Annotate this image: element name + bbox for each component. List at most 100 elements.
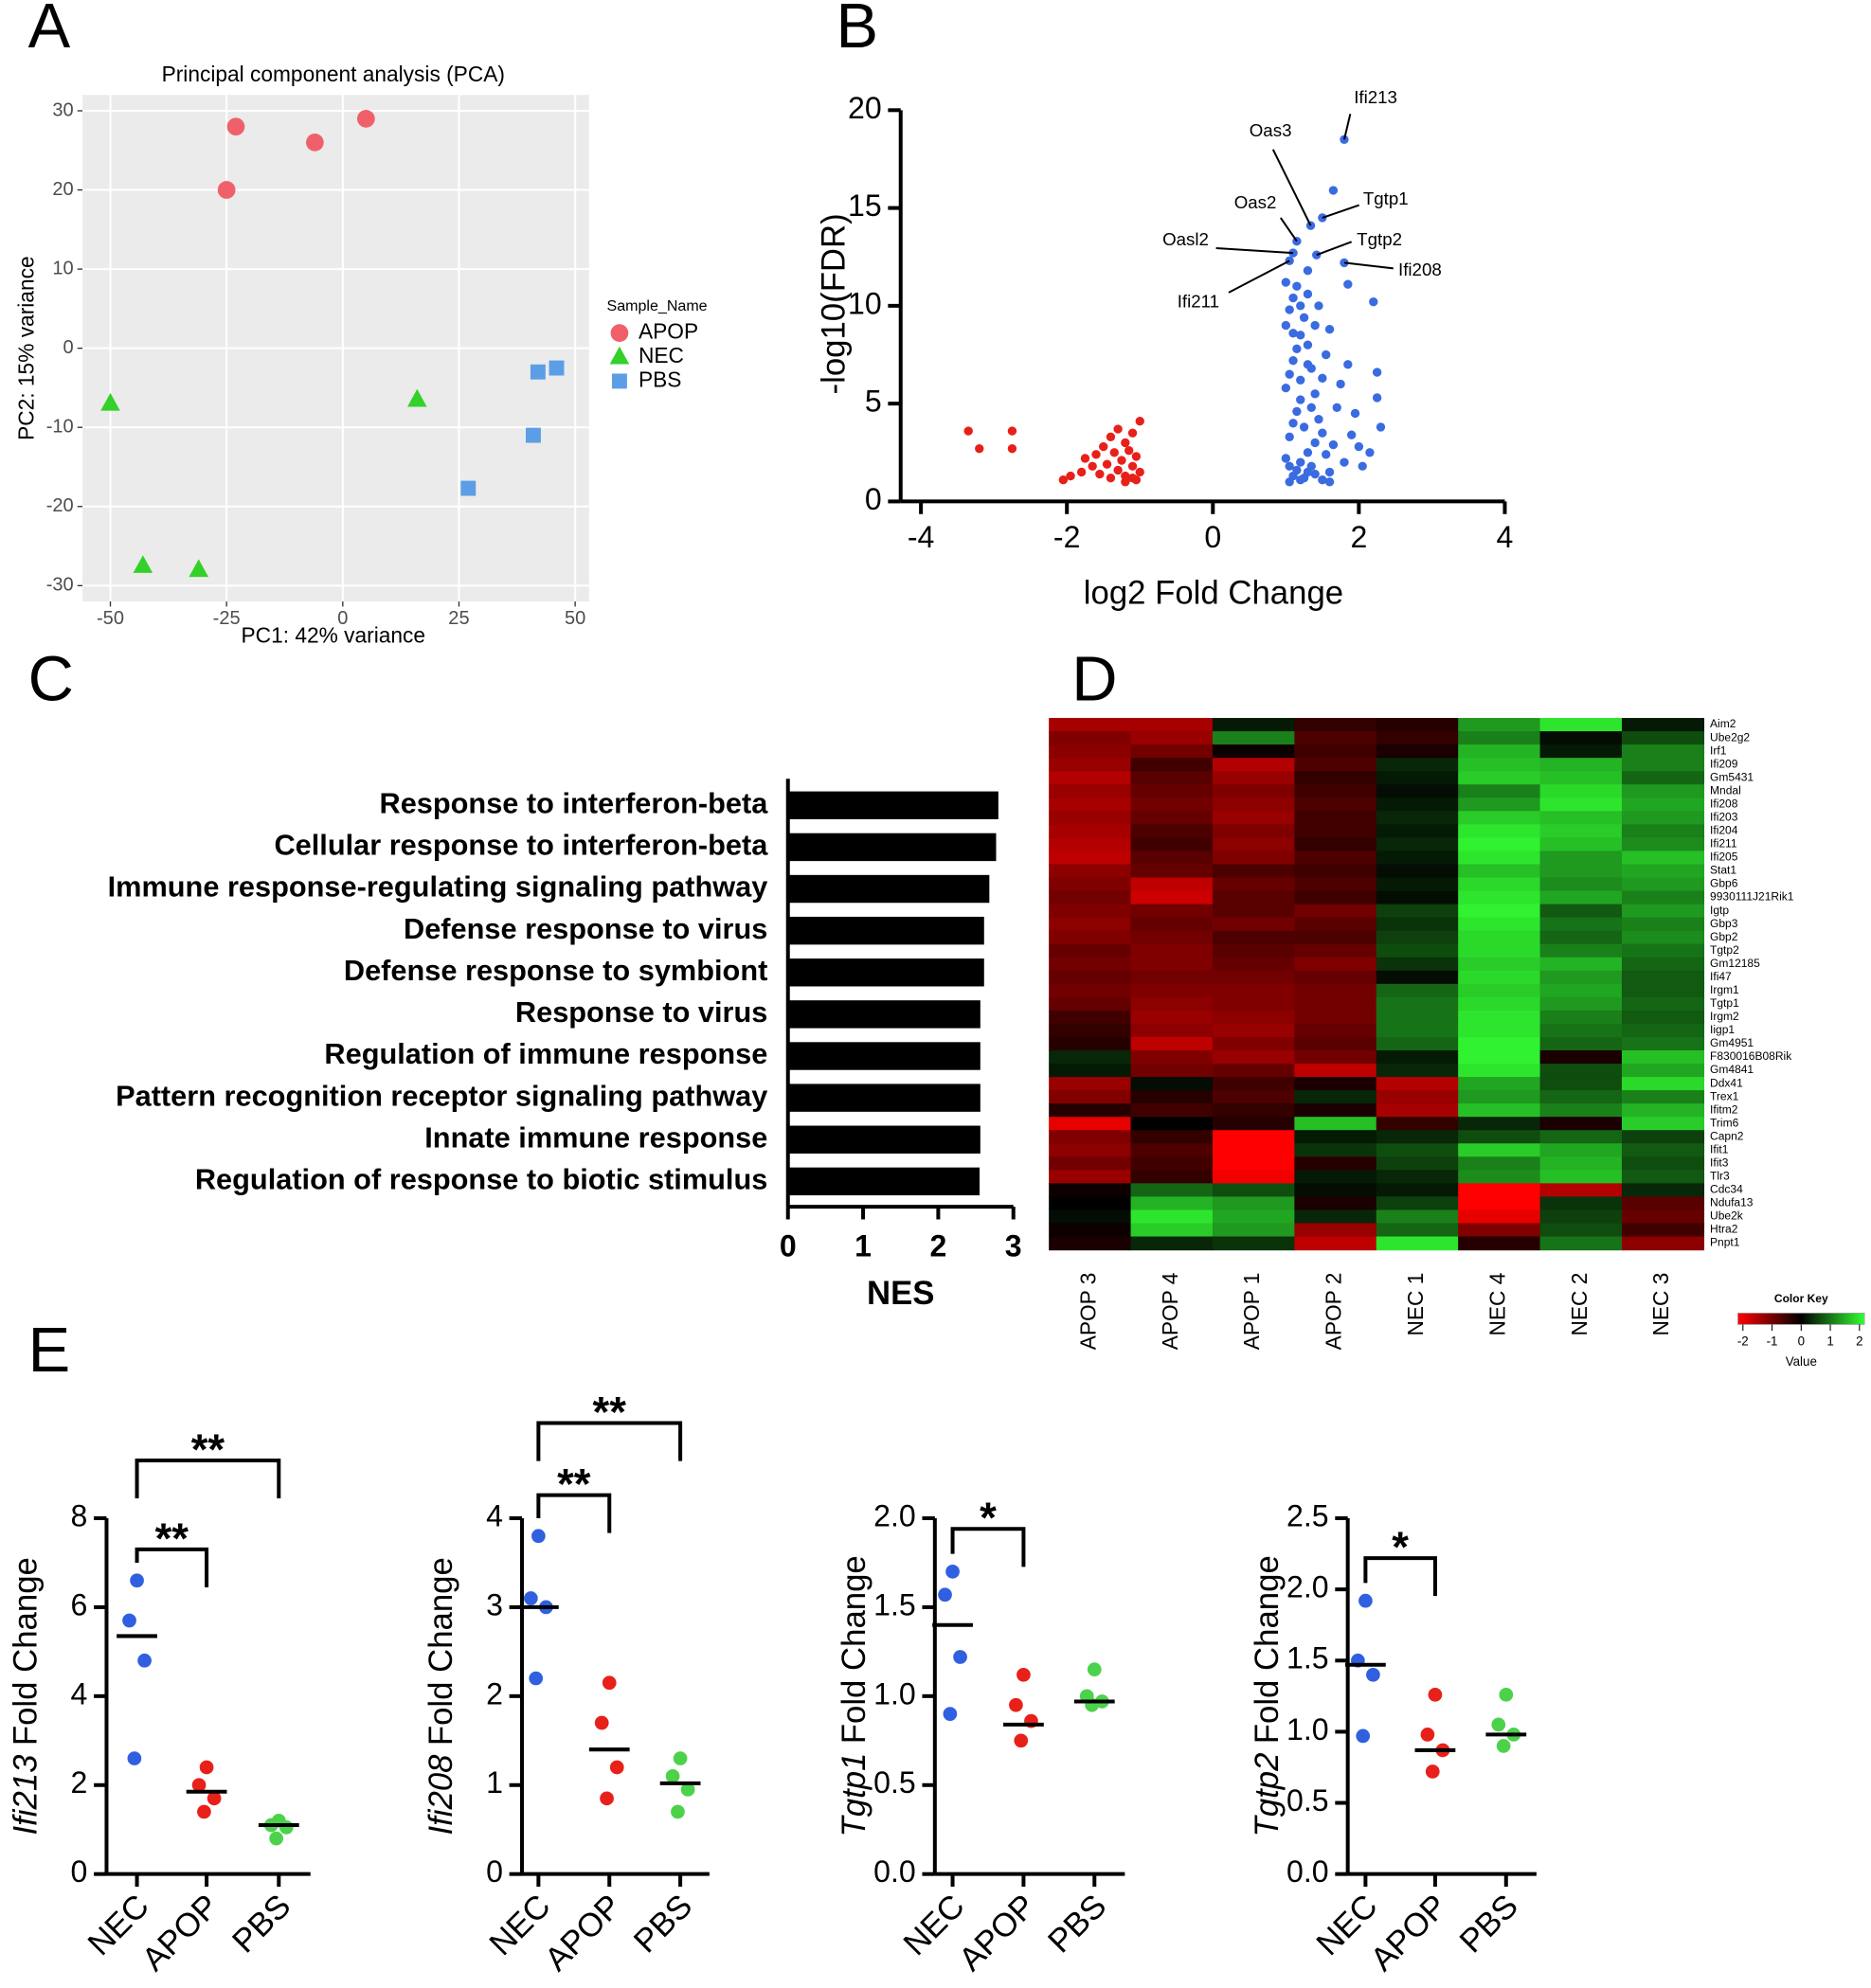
bar xyxy=(787,916,984,945)
heatmap-cell xyxy=(1049,1183,1132,1198)
y-tick-label: -30 xyxy=(46,575,74,596)
point xyxy=(460,480,477,496)
key-tick-label: -2 xyxy=(1737,1334,1749,1349)
heatmap-cell xyxy=(1458,1049,1541,1065)
annotation-line xyxy=(1316,241,1353,257)
heatmap-cell xyxy=(1212,1010,1296,1025)
panel-label: E xyxy=(28,1315,71,1386)
heatmap-cell xyxy=(1049,1064,1132,1078)
heatmap-cell xyxy=(1376,970,1459,985)
heatmap-cell xyxy=(1294,1209,1377,1225)
x-tick-label: PBS xyxy=(225,1888,297,1960)
heatmap-cell xyxy=(1049,877,1132,892)
heatmap-cell xyxy=(1212,811,1296,826)
x-axis-label: PC1: 42% variance xyxy=(242,622,425,647)
heatmap-cell xyxy=(1621,731,1705,745)
point xyxy=(1066,471,1075,481)
row-label: Capn2 xyxy=(1710,1129,1744,1142)
y-axis-label: PC2: 15% variance xyxy=(14,256,39,439)
point xyxy=(1117,456,1126,465)
heatmap-cell xyxy=(1212,930,1296,945)
point xyxy=(1285,305,1294,314)
significance-label: ** xyxy=(557,1460,591,1509)
row-label: Pnpt1 xyxy=(1710,1236,1740,1249)
heatmap-cell xyxy=(1130,917,1214,932)
y-axis-gene: Ifi208 xyxy=(423,1754,459,1836)
heatmap-cell xyxy=(1294,970,1377,985)
heatmap-cell xyxy=(1621,784,1705,798)
row-label: Ddx41 xyxy=(1710,1076,1743,1089)
heatmap-cell xyxy=(1130,1196,1214,1211)
heatmap-cell xyxy=(1539,837,1623,852)
point xyxy=(1007,426,1017,436)
heatmap-cell xyxy=(1294,864,1377,879)
row-label: Ifi204 xyxy=(1710,824,1738,837)
significance-bracket xyxy=(135,1547,209,1587)
point xyxy=(531,1529,546,1544)
row-label: Ifi209 xyxy=(1710,757,1738,770)
column-label: NEC 2 xyxy=(1567,1273,1592,1336)
heatmap-cell xyxy=(1539,1049,1623,1065)
heatmap-cell xyxy=(1621,1223,1705,1238)
heatmap-cell xyxy=(1049,970,1132,985)
heatmap-cell xyxy=(1049,1196,1132,1211)
point xyxy=(1095,469,1105,479)
heatmap-cell xyxy=(1539,1209,1623,1225)
x-tick-label: -4 xyxy=(908,520,935,554)
heatmap-cell xyxy=(1458,957,1541,972)
heatmap-cell xyxy=(1049,917,1132,932)
heatmap-cell xyxy=(1621,797,1705,812)
heatmap-cell xyxy=(1212,983,1296,998)
heatmap-cell xyxy=(1376,1183,1459,1198)
x-tick-label: -2 xyxy=(1053,520,1081,554)
heatmap-cell xyxy=(1539,1156,1623,1172)
point xyxy=(356,109,375,128)
heatmap-cell xyxy=(1049,1143,1132,1157)
heatmap-cell xyxy=(1212,1170,1296,1185)
heatmap-cell xyxy=(1212,1036,1296,1051)
row-label: Tlr3 xyxy=(1710,1170,1730,1183)
heatmap-cell xyxy=(1376,1236,1459,1251)
heatmap-cell xyxy=(1294,1103,1377,1118)
heatmap-cell xyxy=(1621,930,1705,945)
heatmap-cell xyxy=(1539,1117,1623,1131)
point xyxy=(1499,1687,1514,1702)
heatmap-cell xyxy=(1376,1049,1459,1065)
category-label: Regulation of response to biotic stimulu… xyxy=(195,1162,767,1195)
point xyxy=(1016,1667,1031,1682)
heatmap-cell xyxy=(1539,784,1623,798)
row-label: F830016B08Rik xyxy=(1710,1049,1792,1063)
heatmap-cell xyxy=(1212,1077,1296,1091)
category-label: Regulation of immune response xyxy=(324,1037,767,1070)
point xyxy=(680,1782,695,1797)
point xyxy=(1281,278,1291,287)
point xyxy=(1322,450,1331,459)
heatmap-cell xyxy=(1376,996,1459,1012)
heatmap-cell xyxy=(1621,1077,1705,1091)
heatmap-cell xyxy=(1539,1103,1623,1118)
heatmap-cell xyxy=(1458,904,1541,919)
heatmap-cell xyxy=(1458,1209,1541,1225)
point xyxy=(1127,461,1138,471)
point xyxy=(226,117,245,136)
heatmap-cell xyxy=(1376,917,1459,932)
heatmap-cell xyxy=(1458,1156,1541,1172)
row-label: Aim2 xyxy=(1710,717,1736,730)
heatmap-cell xyxy=(1621,1156,1705,1172)
bar xyxy=(787,833,997,862)
heatmap-cell xyxy=(1458,890,1541,905)
heatmap-cell xyxy=(1458,1117,1541,1131)
heatmap-cell xyxy=(1294,1196,1377,1211)
y-tick-label: 30 xyxy=(52,99,73,120)
heatmap-cell xyxy=(1539,957,1623,972)
heatmap-cell xyxy=(1621,1143,1705,1157)
heatmap-cell xyxy=(1130,1223,1214,1238)
heatmap-cell xyxy=(1621,811,1705,826)
heatmap-cell xyxy=(1539,797,1623,812)
y-tick-label: 0 xyxy=(865,482,882,516)
point xyxy=(1332,403,1341,412)
point xyxy=(1303,266,1313,276)
row-label: 9930111J21Rik1 xyxy=(1710,890,1794,904)
point xyxy=(1281,383,1291,393)
point xyxy=(523,1591,538,1605)
